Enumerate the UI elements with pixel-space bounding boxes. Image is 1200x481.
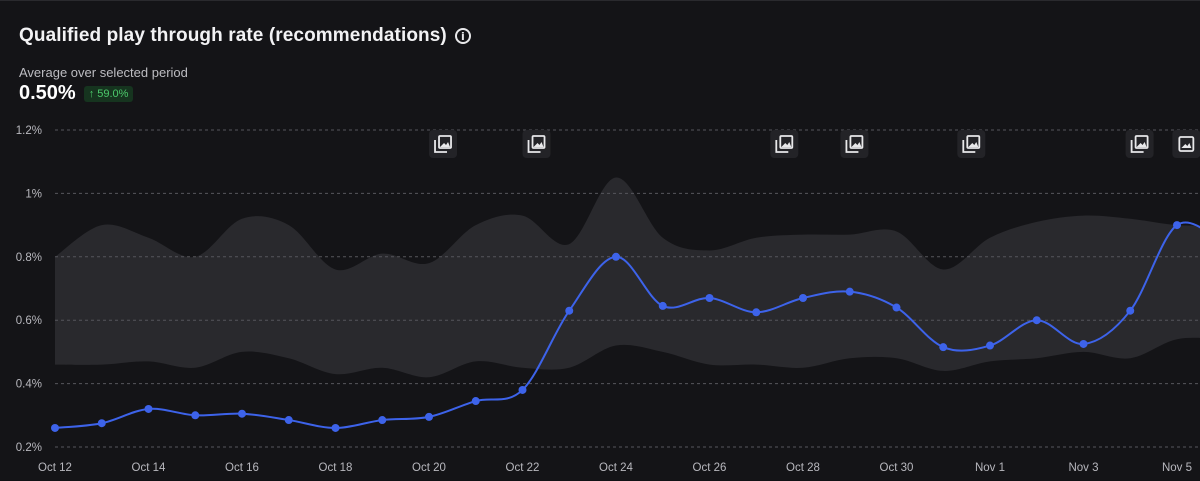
- data-point: [238, 409, 246, 418]
- x-tick-label: Oct 12: [38, 462, 72, 474]
- average-label: Average over selected period: [19, 65, 188, 80]
- data-point: [518, 385, 527, 394]
- x-tick-label: Oct 30: [880, 462, 914, 474]
- data-point: [565, 306, 574, 315]
- data-point: [191, 411, 200, 420]
- data-point: [612, 252, 620, 261]
- data-point: [705, 294, 714, 303]
- data-point: [425, 412, 433, 421]
- y-tick-label: 0.4%: [16, 379, 42, 391]
- image-stack-icon[interactable]: [770, 130, 799, 158]
- data-point: [1126, 306, 1135, 315]
- image-icon[interactable]: [1172, 130, 1200, 158]
- y-tick-label: 0.2%: [16, 442, 42, 454]
- data-point: [1079, 339, 1088, 348]
- arrow-up-icon: ↑: [88, 87, 95, 100]
- y-tick-label: 0.6%: [16, 315, 42, 327]
- data-point: [284, 416, 293, 425]
- x-tick-label: Oct 16: [225, 462, 259, 474]
- x-tick-label: Nov 3: [1068, 462, 1098, 474]
- info-icon[interactable]: i: [454, 28, 471, 44]
- x-tick-label: Nov 5: [1162, 462, 1192, 474]
- y-tick-label: 1%: [25, 188, 42, 200]
- data-point: [939, 343, 948, 352]
- change-badge: ↑ 59.0%: [83, 85, 134, 102]
- average-value: 0.50%: [19, 82, 76, 104]
- y-tick-label: 0.8%: [16, 252, 42, 264]
- confidence-band: [55, 177, 1200, 378]
- data-point: [97, 419, 106, 428]
- image-stack-icon[interactable]: [1125, 130, 1154, 158]
- data-point: [471, 397, 480, 406]
- chart-title: Qualified play through rate (recommendat…: [19, 25, 447, 46]
- image-stack-icon[interactable]: [957, 130, 986, 158]
- data-point: [331, 423, 340, 432]
- x-tick-label: Oct 22: [506, 462, 540, 474]
- y-tick-label: 1.2%: [16, 125, 42, 137]
- image-stack-icon[interactable]: [429, 130, 458, 158]
- image-stack-icon[interactable]: [840, 130, 869, 158]
- change-value: 59.0%: [97, 87, 129, 100]
- x-tick-label: Oct 28: [786, 462, 820, 474]
- data-point: [51, 423, 59, 432]
- data-point: [892, 303, 901, 312]
- data-point: [144, 404, 153, 413]
- x-tick-label: Oct 18: [319, 462, 353, 474]
- data-point: [378, 416, 387, 425]
- x-tick-label: Oct 26: [693, 462, 727, 474]
- x-tick-label: Oct 20: [412, 462, 446, 474]
- data-point: [1173, 221, 1181, 230]
- x-tick-label: Oct 14: [132, 462, 166, 474]
- value-row: 0.50% ↑ 59.0%: [19, 82, 134, 105]
- x-tick-label: Nov 1: [975, 462, 1005, 474]
- image-stack-icon[interactable]: [522, 130, 551, 158]
- data-point: [986, 341, 994, 350]
- data-point: [845, 287, 854, 296]
- data-point: [799, 294, 807, 303]
- data-point: [752, 308, 761, 317]
- data-point: [658, 301, 667, 310]
- x-tick-label: Oct 24: [599, 462, 633, 474]
- data-point: [1032, 316, 1041, 325]
- title-row: Qualified play through rate (recommendat…: [19, 25, 471, 47]
